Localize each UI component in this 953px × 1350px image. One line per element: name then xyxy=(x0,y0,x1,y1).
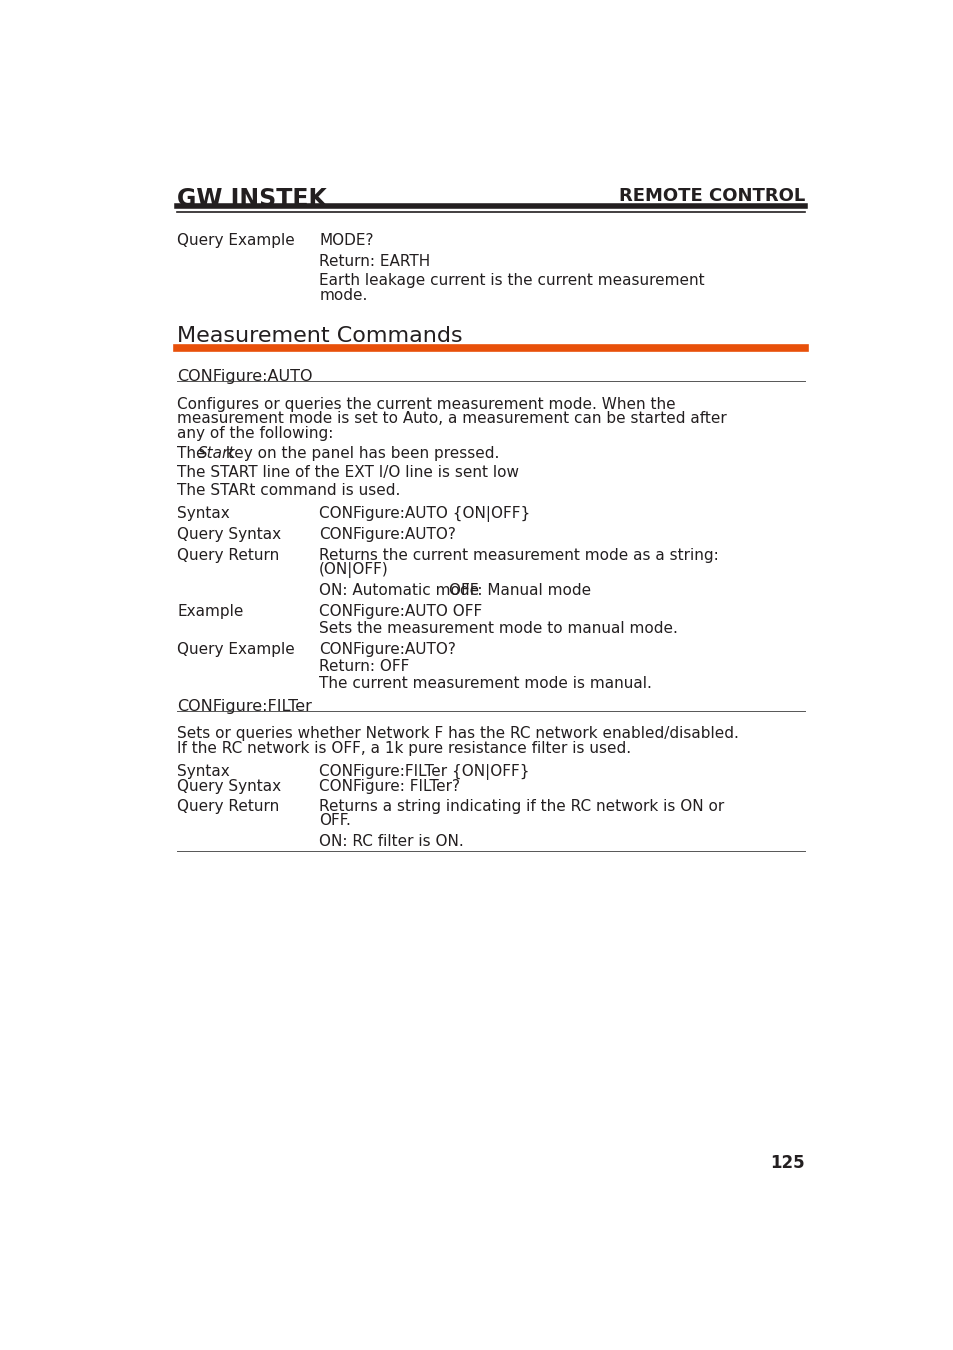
Text: REMOTE CONTROL: REMOTE CONTROL xyxy=(618,186,804,205)
Text: Syntax: Syntax xyxy=(177,764,230,779)
Text: MODE?: MODE? xyxy=(319,232,374,248)
Text: Sets the measurement mode to manual mode.: Sets the measurement mode to manual mode… xyxy=(319,621,678,636)
Text: Query Return: Query Return xyxy=(177,799,279,814)
Text: Query Syntax: Query Syntax xyxy=(177,526,281,541)
Text: The STARt command is used.: The STARt command is used. xyxy=(177,483,400,498)
Text: CONFigure:AUTO: CONFigure:AUTO xyxy=(177,369,313,385)
Text: The: The xyxy=(177,446,211,462)
Text: Query Example: Query Example xyxy=(177,232,294,248)
Text: Return: EARTH: Return: EARTH xyxy=(319,254,430,270)
Text: If the RC network is OFF, a 1k pure resistance filter is used.: If the RC network is OFF, a 1k pure resi… xyxy=(177,741,631,756)
Text: The current measurement mode is manual.: The current measurement mode is manual. xyxy=(319,675,652,691)
Text: Returns a string indicating if the RC network is ON or: Returns a string indicating if the RC ne… xyxy=(319,799,723,814)
Text: Configures or queries the current measurement mode. When the: Configures or queries the current measur… xyxy=(177,397,676,412)
Text: ON: Automatic mode: ON: Automatic mode xyxy=(319,583,478,598)
Text: (ON|OFF): (ON|OFF) xyxy=(319,563,389,578)
Text: Query Return: Query Return xyxy=(177,548,279,563)
Text: Return: OFF: Return: OFF xyxy=(319,659,409,674)
Text: Start: Start xyxy=(197,446,234,462)
Text: 125: 125 xyxy=(770,1154,804,1172)
Text: Earth leakage current is the current measurement: Earth leakage current is the current mea… xyxy=(319,273,704,288)
Text: key on the panel has been pressed.: key on the panel has been pressed. xyxy=(220,446,498,462)
Text: mode.: mode. xyxy=(319,288,367,302)
Text: CONFigure:AUTO?: CONFigure:AUTO? xyxy=(319,641,456,656)
Text: Returns the current measurement mode as a string:: Returns the current measurement mode as … xyxy=(319,548,719,563)
Text: Query Syntax: Query Syntax xyxy=(177,779,281,794)
Text: Measurement Commands: Measurement Commands xyxy=(177,325,462,346)
Text: Example: Example xyxy=(177,603,244,620)
Text: Sets or queries whether Network F has the RC network enabled/disabled.: Sets or queries whether Network F has th… xyxy=(177,726,739,741)
Text: CONFigure:AUTO {ON|OFF}: CONFigure:AUTO {ON|OFF} xyxy=(319,506,530,522)
Text: OFF.: OFF. xyxy=(319,814,351,829)
Text: CONFigure: FILTer?: CONFigure: FILTer? xyxy=(319,779,459,794)
Text: any of the following:: any of the following: xyxy=(177,427,334,441)
Text: Syntax: Syntax xyxy=(177,506,230,521)
Text: ON: RC filter is ON.: ON: RC filter is ON. xyxy=(319,834,463,849)
Text: CONFigure:FILTer {ON|OFF}: CONFigure:FILTer {ON|OFF} xyxy=(319,764,529,780)
Text: OFF: Manual mode: OFF: Manual mode xyxy=(449,583,591,598)
Text: CONFigure:FILTer: CONFigure:FILTer xyxy=(177,699,312,714)
Text: GW INSTEK: GW INSTEK xyxy=(177,186,327,211)
Text: measurement mode is set to Auto, a measurement can be started after: measurement mode is set to Auto, a measu… xyxy=(177,412,726,427)
Text: CONFigure:AUTO?: CONFigure:AUTO? xyxy=(319,526,456,541)
Text: Query Example: Query Example xyxy=(177,641,294,656)
Text: The START line of the EXT I/O line is sent low: The START line of the EXT I/O line is se… xyxy=(177,464,518,479)
Text: CONFigure:AUTO OFF: CONFigure:AUTO OFF xyxy=(319,603,482,620)
